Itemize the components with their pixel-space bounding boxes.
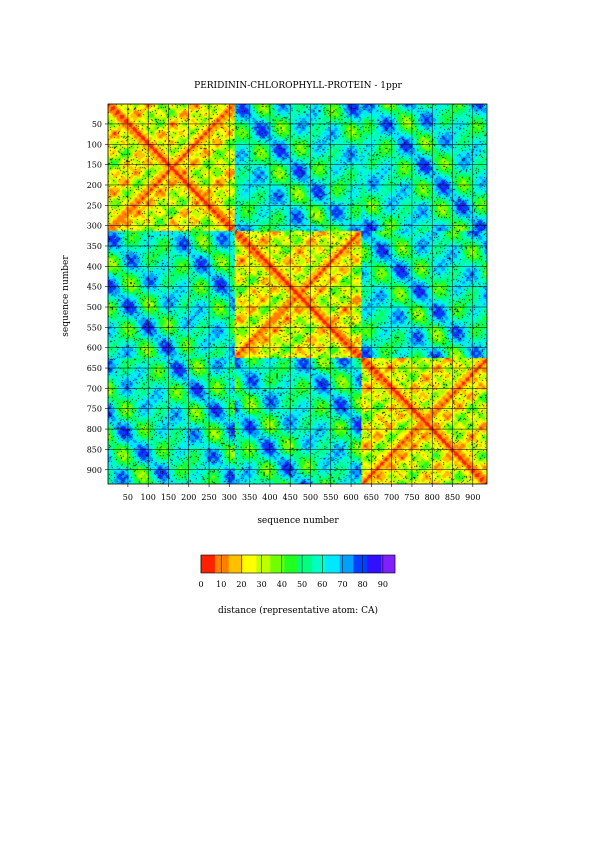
colorbar-tick-label: 20: [236, 580, 246, 589]
x-tick-label: 900: [465, 493, 480, 502]
y-axis: 50 100 150 200 250 300 350 400 450 500 550 600 650 70…: [87, 120, 108, 475]
colorbar-cell: [228, 555, 243, 573]
y-tick-label: 700: [87, 384, 102, 393]
x-tick-label: 100: [141, 493, 156, 502]
x-axis-label: sequence number: [257, 516, 339, 526]
y-tick-label: 100: [87, 140, 102, 149]
x-tick-label: 250: [201, 493, 216, 502]
y-axis-label: sequence number: [61, 255, 71, 337]
heatmap-plot: [107, 103, 488, 485]
x-tick-label: 200: [181, 493, 196, 502]
colorbar-cell: [325, 555, 340, 573]
colorbar-cell: [298, 555, 313, 573]
plot-frame: [107, 103, 488, 485]
x-tick-label: 650: [364, 493, 379, 502]
colorbar-cell: [367, 555, 382, 573]
x-axis: 50 100 150 200 250 300 350 400 450 500 550 600 650 70…: [123, 484, 480, 502]
x-tick-label: 50: [123, 493, 133, 502]
x-tick-label: 850: [445, 493, 460, 502]
x-tick-label: 350: [242, 493, 257, 502]
x-tick-label: 550: [323, 493, 338, 502]
colorbar-ticks: 0 10 20 30 40 50 60 70 80 90: [198, 555, 388, 589]
colorbar-cell: [270, 555, 285, 573]
colorbar-tick-label: 60: [317, 580, 327, 589]
y-tick-label: 750: [87, 405, 102, 414]
colorbar-cell: [201, 555, 216, 573]
y-tick-label: 550: [87, 323, 102, 332]
y-tick-label: 250: [87, 201, 102, 210]
colorbar-cell: [353, 555, 368, 573]
y-tick-label: 600: [87, 344, 102, 353]
grid-lines: [108, 104, 487, 484]
colorbar-cell: [256, 555, 271, 573]
y-tick-label: 300: [87, 222, 102, 231]
colorbar-cell: [381, 555, 396, 573]
distance-heatmap: [108, 104, 487, 484]
y-tick-label: 350: [87, 242, 102, 251]
colorbar-cell: [311, 555, 327, 573]
x-tick-label: 750: [404, 493, 419, 502]
y-tick-label: 500: [87, 303, 102, 312]
x-tick-label: 800: [425, 493, 440, 502]
x-tick-label: 150: [161, 493, 176, 502]
y-tick-label: 50: [92, 120, 102, 129]
x-tick-label: 400: [262, 493, 277, 502]
y-tick-label: 200: [87, 181, 102, 190]
colorbar-tick-label: 90: [378, 580, 388, 589]
x-tick-label: 450: [283, 493, 298, 502]
colorbar-cell: [242, 555, 257, 573]
colorbar-cell: [339, 555, 354, 573]
colorbar-tick-label: 10: [216, 580, 226, 589]
colorbar-tick-label: 0: [198, 580, 203, 589]
y-tick-label: 850: [87, 445, 102, 454]
colorbar-tick-label: 30: [257, 580, 267, 589]
colorbar-tick-label: 70: [337, 580, 347, 589]
x-tick-label: 500: [303, 493, 318, 502]
colorbar-cell: [214, 555, 230, 573]
chart-title: PERIDININ-CHLOROPHYLL-PROTEIN - 1ppr: [194, 81, 402, 91]
y-tick-label: 450: [87, 283, 102, 292]
colorbar-tick-label: 80: [358, 580, 368, 589]
y-tick-label: 650: [87, 364, 102, 373]
colorbar-label: distance (representative atom: CA): [218, 605, 378, 616]
y-tick-label: 900: [87, 466, 102, 475]
colorbar: 0 10 20 30 40 50 60 70 80 90 distance (representa…: [198, 554, 396, 616]
colorbar-tick-label: 40: [277, 580, 287, 589]
y-tick-label: 800: [87, 425, 102, 434]
x-tick-label: 300: [222, 493, 237, 502]
colorbar-cells: [200, 554, 396, 574]
x-tick-label: 700: [384, 493, 399, 502]
x-tick-label: 600: [343, 493, 358, 502]
colorbar-cell: [284, 555, 299, 573]
y-tick-label: 150: [87, 161, 102, 170]
colorbar-tick-label: 50: [297, 580, 307, 589]
y-tick-label: 400: [87, 262, 102, 271]
